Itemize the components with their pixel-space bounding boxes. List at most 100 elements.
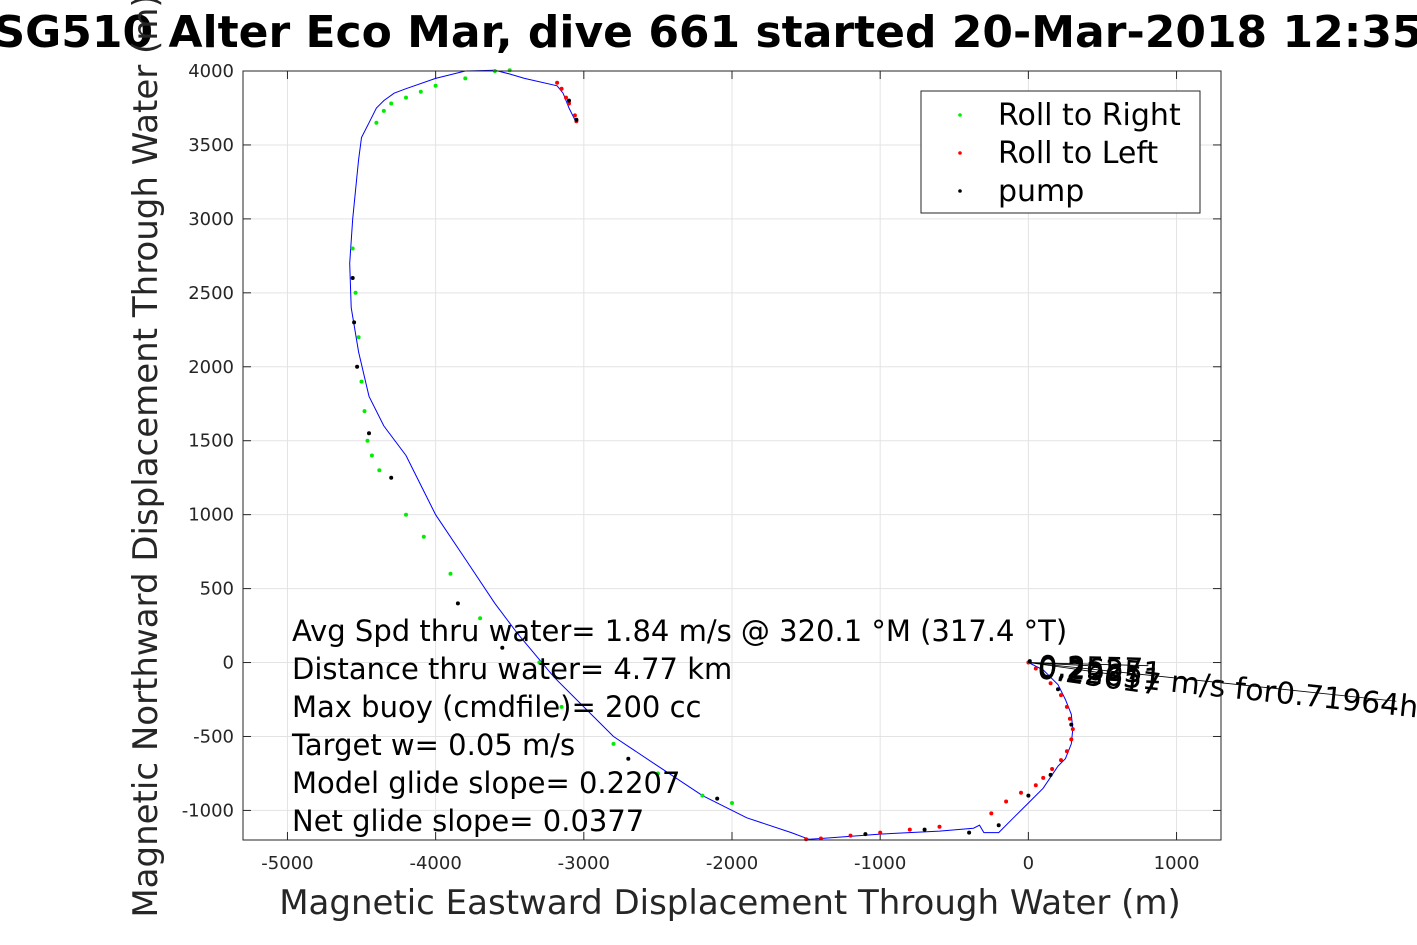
series-point: [989, 811, 994, 816]
annotation-line: Distance thru water= 4.77 km: [292, 652, 732, 686]
series-point: [421, 534, 426, 539]
series-point: [567, 98, 571, 103]
series-point: [1069, 722, 1074, 727]
series-point: [455, 601, 460, 606]
series-point: [362, 409, 367, 414]
series-point: [350, 276, 355, 280]
series-point: [367, 431, 371, 436]
series-3-points: [350, 98, 1074, 837]
series-point: [463, 76, 468, 81]
series-point: [996, 823, 1001, 828]
y-tick-label: 1500: [188, 431, 234, 452]
series-point: [537, 660, 542, 665]
series-point: [1048, 772, 1053, 777]
series-point: [1059, 693, 1063, 698]
y-tick-label: 500: [200, 579, 234, 600]
series-point: [1041, 775, 1046, 780]
series-point: [922, 827, 927, 832]
series-point: [381, 108, 386, 113]
legend-box: [920, 90, 1201, 214]
series-point: [848, 833, 853, 838]
y-tick-label: -500: [193, 726, 234, 747]
annotation-line: Net glide slope= 0.0377: [292, 804, 644, 838]
series-point: [700, 793, 705, 798]
annotation-line: Max buoy (cmdfile)= 200 cc: [292, 690, 701, 724]
series-point: [359, 379, 364, 384]
legend-label-pump: pump: [998, 174, 1084, 209]
y-tick-label: 4000: [188, 61, 234, 82]
track-line: [349, 69, 1074, 840]
series-point: [1048, 681, 1053, 686]
series-point: [559, 86, 564, 91]
series-point: [878, 830, 883, 835]
series-point: [478, 616, 483, 621]
series-point: [433, 83, 438, 88]
series-point: [574, 117, 579, 122]
x-tick-label: -1000: [854, 853, 906, 874]
series-point: [365, 438, 370, 443]
series-point: [937, 824, 942, 829]
x-tick-label: -5000: [261, 853, 313, 874]
current-vector: [1028, 662, 1118, 676]
axis-ticks: -5000 -4000 -3000 -2000 -1000 0 1000-1000-5000…: [182, 61, 1221, 874]
legend-marker-roll-right: [958, 113, 962, 117]
series-point: [1067, 716, 1072, 721]
stats-annotations: Avg Spd thru water= 1.84 m/s @ 320.1 °M …: [291, 614, 1067, 838]
series-point: [350, 246, 355, 251]
series-1-points: [350, 68, 734, 805]
plot-frame: [242, 70, 1222, 841]
series-point: [655, 771, 660, 776]
series-point: [1033, 666, 1038, 671]
annotation-line: Target w= 0.05 m/s: [291, 728, 575, 762]
series-point: [389, 475, 394, 480]
series-point: [1064, 749, 1069, 754]
x-axis-label: Magnetic Eastward Displacement Through W…: [279, 883, 1181, 923]
series-point: [377, 468, 382, 473]
series-point: [611, 741, 616, 746]
series-point: [1027, 659, 1032, 664]
series-point: [715, 796, 720, 801]
series-point: [1033, 783, 1038, 788]
annotation-line: Model glide slope= 0.2207: [292, 766, 680, 800]
series-point: [418, 89, 423, 94]
current-vector: [1028, 662, 1149, 667]
series-point: [967, 830, 972, 835]
y-tick-label: 3000: [188, 209, 234, 230]
series-point: [1059, 758, 1063, 763]
x-tick-label: 1000: [1154, 853, 1200, 874]
series-point: [1004, 799, 1009, 804]
series-point: [389, 101, 394, 106]
vector-label: 0.26251: [1037, 650, 1163, 691]
y-tick-label: 2500: [188, 283, 234, 304]
legend: Roll to Right Roll to Left pump: [920, 90, 1201, 214]
series-point: [907, 827, 912, 832]
legend-label-roll-right: Roll to Right: [998, 98, 1181, 133]
x-tick-label: 0: [1023, 853, 1034, 874]
series-point: [356, 335, 361, 340]
legend-marker-roll-left: [958, 151, 962, 155]
series-point: [1064, 704, 1069, 709]
chart-title: SG510 Alter Eco Mar, dive 661 started 20…: [0, 7, 1417, 58]
series-point: [1019, 790, 1023, 795]
series-point: [369, 453, 374, 458]
x-tick-label: -3000: [558, 853, 610, 874]
y-tick-label: 2000: [188, 357, 234, 378]
series-point: [1069, 737, 1074, 742]
y-tick-label: 0: [223, 653, 234, 674]
y-tick-label: 1000: [188, 505, 234, 526]
series-point: [353, 290, 358, 295]
series-point: [804, 837, 809, 842]
y-axis-label: Magnetic Northward Displacement Through …: [126, 0, 166, 918]
legend-label-roll-left: Roll to Left: [998, 136, 1158, 171]
annotation-line: Avg Spd thru water= 1.84 m/s @ 320.1 °M …: [292, 614, 1067, 648]
series-point: [626, 756, 631, 761]
series-point: [555, 80, 560, 85]
current-vector: [1028, 662, 1397, 702]
series-point: [1070, 727, 1075, 732]
series-point: [352, 320, 357, 325]
y-tick-label: 3500: [188, 135, 234, 156]
series-point: [404, 512, 408, 517]
series-point: [374, 120, 379, 125]
x-tick-label: -2000: [706, 853, 758, 874]
